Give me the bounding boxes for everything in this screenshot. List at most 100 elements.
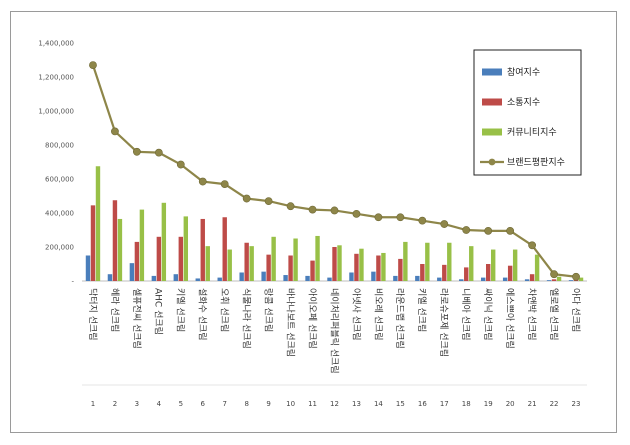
rank-number: 6 xyxy=(201,400,206,408)
point-브랜드평판지수-18 xyxy=(462,226,471,234)
point-브랜드평판지수-8 xyxy=(242,194,251,203)
legend-label: 참여지수 xyxy=(507,66,540,78)
point-브랜드평판지수-14 xyxy=(374,213,383,222)
category-label: 바나나보트 선크림 xyxy=(284,288,296,357)
bar-소통지수-17 xyxy=(442,264,447,281)
category-label: 차앤박 선크림 xyxy=(526,288,538,341)
bar-소통지수-15 xyxy=(398,258,403,281)
legend-label: 소통지수 xyxy=(507,97,540,108)
bar-커뮤니티지수-15 xyxy=(403,241,408,281)
category-label: 라운드랩 선크림 xyxy=(394,288,406,349)
point-브랜드평판지수-10 xyxy=(286,202,295,211)
category-label: 닥터지 선크림 xyxy=(87,288,99,341)
bar-커뮤니티지수-5 xyxy=(183,216,189,281)
y-tick-label: 1,000,000 xyxy=(38,108,74,116)
category-label: 셀퓨전씨 선크림 xyxy=(131,288,143,349)
legend-swatch-소통지수 xyxy=(482,98,502,106)
bar-소통지수-3 xyxy=(134,241,140,281)
point-브랜드평판지수-6 xyxy=(198,177,207,186)
bar-참여지수-4 xyxy=(151,275,157,281)
point-브랜드평판지수-22 xyxy=(550,270,558,279)
rank-number: 5 xyxy=(179,400,183,408)
bar-참여지수-10 xyxy=(283,275,288,281)
bar-커뮤니티지수-4 xyxy=(161,202,167,281)
category-label: 비오레 선크림 xyxy=(372,288,384,341)
category-label: 에스쁘아 선크림 xyxy=(504,288,516,349)
category-label: 헤라 선크림 xyxy=(109,288,121,332)
bar-커뮤니티지수-10 xyxy=(293,238,298,281)
bar-참여지수-23 xyxy=(568,280,574,281)
point-브랜드평판지수-20 xyxy=(506,226,515,235)
y-tick-label: 200,000 xyxy=(45,244,74,252)
y-tick-label: 1,400,000 xyxy=(38,40,74,48)
bar-참여지수-20 xyxy=(502,277,508,281)
rank-number: 2 xyxy=(113,400,117,408)
bar-참여지수-8 xyxy=(239,272,244,281)
bar-소통지수-11 xyxy=(310,260,315,281)
category-label: 키엘 선크림 xyxy=(175,288,187,332)
bar-커뮤니티지수-2 xyxy=(117,218,123,281)
point-브랜드평판지수-16 xyxy=(418,216,427,225)
point-브랜드평판지수-3 xyxy=(132,147,141,156)
bar-소통지수-8 xyxy=(244,242,249,281)
point-브랜드평판지수-15 xyxy=(396,213,405,222)
category-label: 아다 선크림 xyxy=(570,288,582,332)
y-tick-label: 1,200,000 xyxy=(38,74,74,82)
bar-커뮤니티지수-3 xyxy=(139,209,145,281)
bar-커뮤니티지수-13 xyxy=(359,248,364,281)
y-tick-label: 800,000 xyxy=(45,142,74,150)
rank-number: 9 xyxy=(266,400,270,408)
point-브랜드평판지수-4 xyxy=(154,148,163,157)
bar-참여지수-17 xyxy=(437,277,442,281)
bar-참여지수-16 xyxy=(415,275,420,281)
legend-swatch-커뮤니티지수 xyxy=(482,128,502,136)
bar-커뮤니티지수-23 xyxy=(578,277,584,281)
legend-label: 커뮤니티지수 xyxy=(507,127,557,138)
bar-소통지수-5 xyxy=(178,236,184,281)
point-브랜드평판지수-17 xyxy=(440,220,449,228)
rank-number: 4 xyxy=(157,400,162,408)
bar-소통지수-12 xyxy=(332,247,337,281)
rank-number: 12 xyxy=(330,400,339,408)
bar-참여지수-5 xyxy=(173,274,179,281)
bar-참여지수-13 xyxy=(349,272,354,281)
bar-소통지수-16 xyxy=(420,264,425,281)
bar-소통지수-1 xyxy=(90,205,96,281)
bar-커뮤니티지수-1 xyxy=(95,166,101,281)
category-label: 설화수 선크림 xyxy=(197,288,209,341)
bar-소통지수-18 xyxy=(464,267,469,281)
bar-참여지수-18 xyxy=(459,279,464,281)
bar-소통지수-19 xyxy=(485,264,491,281)
bar-소통지수-7 xyxy=(222,217,227,281)
category-label: 키엘 선크림 xyxy=(416,288,428,332)
category-label: 식물나라 선크림 xyxy=(241,288,253,349)
rank-number: 8 xyxy=(244,400,248,408)
point-브랜드평판지수-19 xyxy=(484,226,493,235)
point-브랜드평판지수-5 xyxy=(176,160,185,169)
point-브랜드평판지수-12 xyxy=(330,206,339,215)
category-label: 아넷사 선크림 xyxy=(350,288,362,341)
bar-소통지수-4 xyxy=(156,236,162,281)
rank-number: 14 xyxy=(374,400,383,408)
bar-커뮤니티지수-12 xyxy=(337,245,342,281)
rank-number: 10 xyxy=(286,400,295,408)
bar-참여지수-1 xyxy=(85,255,91,281)
rank-number: 17 xyxy=(440,400,449,408)
rank-number: 13 xyxy=(352,400,361,408)
bar-커뮤니티지수-16 xyxy=(425,242,430,281)
category-label: 오휘 선크림 xyxy=(219,288,231,332)
bar-참여지수-19 xyxy=(480,277,486,281)
bar-소통지수-9 xyxy=(266,254,271,281)
point-브랜드평판지수-13 xyxy=(352,209,361,218)
legend-label: 브랜드평판지수 xyxy=(507,157,565,168)
bar-커뮤니티지수-18 xyxy=(469,246,474,281)
bar-커뮤니티지수-11 xyxy=(315,235,320,281)
bar-소통지수-14 xyxy=(376,255,381,281)
bar-참여지수-7 xyxy=(217,277,222,281)
bar-커뮤니티지수-6 xyxy=(205,246,210,281)
point-브랜드평판지수-23 xyxy=(572,272,580,281)
category-label: 니베아 선크림 xyxy=(460,288,472,341)
bar-참여지수-21 xyxy=(524,279,530,281)
rank-number: 3 xyxy=(135,400,139,408)
bar-소통지수-13 xyxy=(354,253,359,281)
